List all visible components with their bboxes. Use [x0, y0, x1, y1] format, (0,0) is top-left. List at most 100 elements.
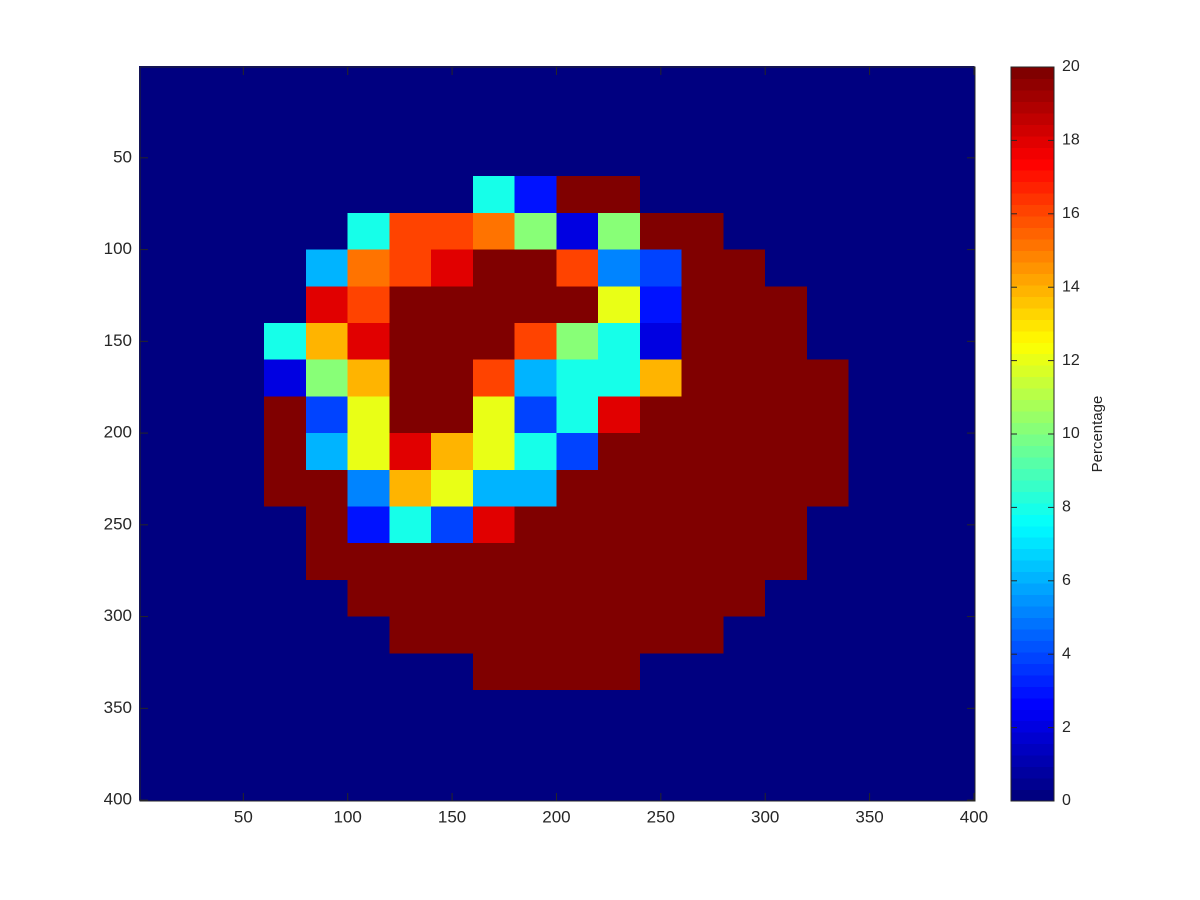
cell [264, 66, 307, 104]
cell [389, 653, 432, 691]
colorbar-tick-label: 4 [1062, 645, 1071, 662]
colorbar-step [1011, 319, 1054, 332]
colorbar-step [1011, 135, 1054, 148]
cell [639, 579, 683, 618]
cell [389, 616, 432, 654]
cell [431, 176, 474, 214]
cell [639, 433, 683, 471]
colorbar-tick-label: 20 [1062, 58, 1080, 75]
cell [723, 579, 766, 618]
cell [514, 506, 557, 544]
cell [514, 139, 557, 177]
cell [556, 506, 599, 544]
colorbar-tick-label: 8 [1062, 499, 1071, 516]
y-tick-label: 100 [104, 239, 132, 258]
cell [806, 66, 850, 104]
cell [431, 139, 474, 177]
cell [264, 249, 307, 287]
cell [681, 286, 724, 324]
cell [556, 469, 599, 507]
cell [431, 322, 474, 361]
cell [472, 139, 516, 177]
cell [723, 322, 766, 361]
cell [639, 286, 683, 324]
colorbar-step [1011, 307, 1054, 320]
cell [765, 506, 808, 544]
y-tick-label: 300 [104, 606, 132, 625]
cell [305, 322, 349, 361]
colorbar-step [1011, 766, 1054, 779]
cell [305, 286, 349, 324]
cell [347, 433, 390, 471]
cell [556, 433, 599, 471]
cell [681, 616, 724, 654]
cell [556, 396, 599, 434]
cell [180, 359, 223, 397]
cell [556, 322, 599, 361]
cell [765, 726, 808, 764]
cell [222, 653, 265, 691]
cell [472, 469, 516, 507]
colorbar-step [1011, 697, 1054, 710]
colorbar-step [1011, 445, 1054, 458]
cell [890, 396, 933, 434]
cell [180, 689, 223, 728]
cell [180, 726, 223, 764]
cell [598, 249, 641, 287]
cell [347, 469, 390, 507]
cell [723, 359, 766, 397]
colorbar-step [1011, 216, 1054, 229]
cell [347, 616, 390, 654]
y-tick-label: 200 [104, 423, 132, 442]
cell [890, 249, 933, 287]
colorbar-step [1011, 124, 1054, 137]
colorbar-step [1011, 78, 1054, 91]
cell [305, 396, 349, 434]
cell [347, 579, 390, 618]
colorbar-step [1011, 399, 1054, 412]
cell [264, 212, 307, 251]
cell [305, 653, 349, 691]
cell [890, 616, 933, 654]
cell [932, 469, 975, 507]
cell [806, 506, 850, 544]
cell [890, 176, 933, 214]
cell [765, 102, 808, 140]
cell [556, 359, 599, 397]
cell [180, 66, 223, 104]
cell [932, 763, 975, 801]
cell [556, 689, 599, 728]
cell [305, 433, 349, 471]
cell [514, 249, 557, 287]
colorbar-step [1011, 89, 1054, 102]
cell [347, 726, 390, 764]
cell [639, 176, 683, 214]
cell [806, 616, 850, 654]
cell [598, 433, 641, 471]
cell [848, 102, 891, 140]
cell [681, 726, 724, 764]
cell [138, 249, 182, 287]
x-tick-label: 100 [334, 807, 362, 826]
cell [514, 653, 557, 691]
cell [890, 212, 933, 251]
cell [431, 249, 474, 287]
colorbar-tick-label: 14 [1062, 278, 1080, 295]
cell [806, 763, 850, 801]
cell [389, 286, 432, 324]
colorbar-step [1011, 411, 1054, 424]
cell [598, 763, 641, 801]
cell [890, 139, 933, 177]
cell [347, 653, 390, 691]
cell [180, 176, 223, 214]
colorbar-step [1011, 491, 1054, 504]
colorbar-step [1011, 353, 1054, 366]
cell [472, 396, 516, 434]
cell [431, 543, 474, 581]
cell [347, 396, 390, 434]
cell [514, 102, 557, 140]
cell [264, 763, 307, 801]
colorbar-step [1011, 147, 1054, 160]
cell [890, 469, 933, 507]
cell [347, 763, 390, 801]
